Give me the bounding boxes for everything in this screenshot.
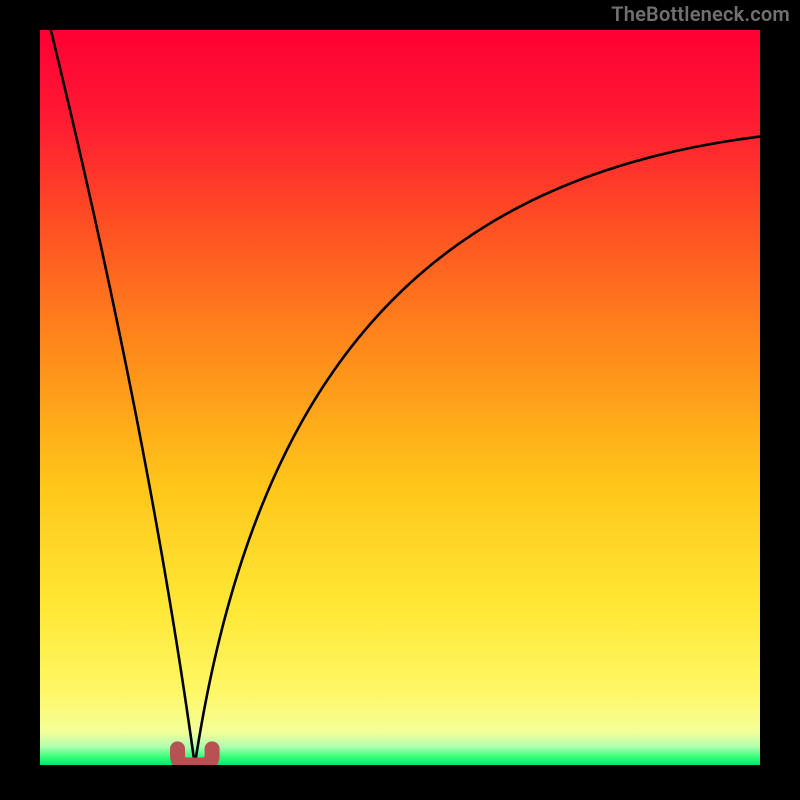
chart-svg [0, 0, 800, 800]
plot-background [40, 30, 760, 765]
chart-stage: TheBottleneck.com [0, 0, 800, 800]
